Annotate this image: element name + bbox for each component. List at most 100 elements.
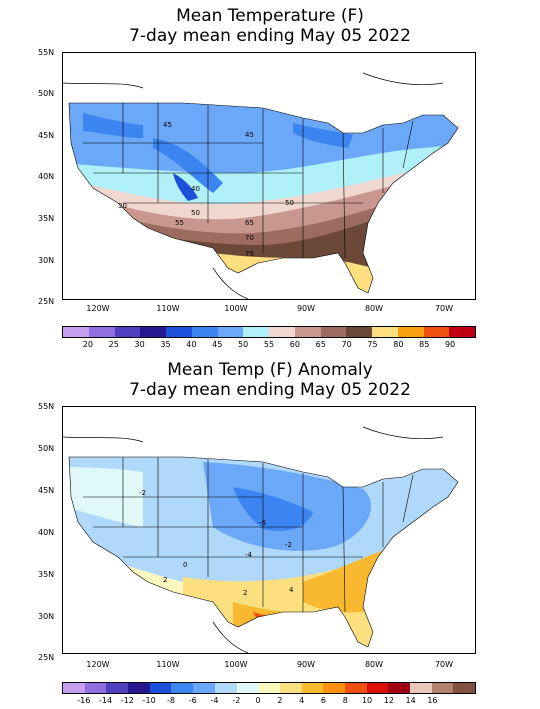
map1-colorbar [62, 326, 476, 338]
map1-temperature-field: 45 45 40 50 50 55 60 65 70 75 30 [63, 72, 475, 299]
map1-contour-label: 30 [118, 202, 127, 210]
map1-contour-label: 50 [191, 209, 200, 217]
map1-contour-label: 50 [285, 199, 294, 207]
map1-lat-label: 40N [38, 172, 55, 181]
map2-contour-label: 4 [289, 586, 294, 594]
map1-lat-label: 35N [38, 214, 55, 223]
colorbar-label: 35 [160, 340, 171, 349]
map2-lat-label: 40N [38, 528, 55, 537]
map1-title-line1: Mean Temperature (F) [176, 6, 364, 26]
map2-lat-label: 35N [38, 570, 55, 579]
map2-plot-area: -2 -6 -4 -2 2 4 0 2 [62, 406, 476, 654]
colorbar-swatch [191, 327, 218, 337]
colorbar-swatch [63, 683, 85, 693]
colorbar-swatch [366, 683, 389, 693]
colorbar-label: 20 [82, 340, 93, 349]
map2-anomaly-field: -2 -6 -4 -2 2 4 0 2 [63, 426, 459, 653]
map2-lat-label: 25N [38, 653, 55, 662]
colorbar-label: 65 [315, 340, 326, 349]
colorbar-swatch [149, 683, 172, 693]
map2-contour-label: 2 [163, 576, 167, 584]
colorbar-swatch [320, 327, 347, 337]
colorbar-label: 16 [427, 696, 438, 705]
colorbar-label: 85 [419, 340, 430, 349]
map1-lon-label: 90W [296, 304, 316, 313]
colorbar-swatch [269, 327, 295, 337]
colorbar-swatch [294, 327, 321, 337]
map1-lat-label: 25N [38, 297, 55, 306]
map1-contour-label: 45 [163, 121, 172, 129]
map2-title-line2: 7-day mean ending May 05 2022 [129, 380, 411, 400]
map2-lon-label: 100W [224, 660, 248, 669]
colorbar-swatch [344, 683, 367, 693]
colorbar-swatch [243, 327, 269, 337]
colorbar-label: 30 [134, 340, 145, 349]
colorbar-swatch [372, 327, 398, 337]
colorbar-label: 0 [255, 696, 261, 705]
map1-contour-label: 70 [245, 234, 254, 242]
map2-lon-label: 80W [364, 660, 384, 669]
colorbar-swatch [453, 683, 476, 693]
map2-colorbar [62, 682, 476, 694]
colorbar-swatch [217, 327, 244, 337]
map2-lat-label: 45N [38, 486, 55, 495]
map2-lon-label: 110W [156, 660, 180, 669]
colorbar-swatch [84, 683, 107, 693]
colorbar-swatch [140, 327, 166, 337]
colorbar-swatch [449, 327, 475, 337]
map1-lat-label: 50N [38, 89, 55, 98]
colorbar-swatch [214, 683, 237, 693]
map2-lat-label: 55N [38, 402, 55, 411]
map2-contour-label: -6 [259, 519, 267, 527]
colorbar-label: 6 [320, 696, 327, 705]
map2-contour-label: 2 [243, 589, 247, 597]
colorbar-label: -4 [210, 696, 219, 705]
colorbar-swatch [236, 683, 259, 693]
colorbar-swatch [397, 327, 424, 337]
map2-lat-label: 30N [38, 612, 55, 621]
map1-lon-label: 80W [364, 304, 384, 313]
colorbar-swatch [171, 683, 194, 693]
map1-contour-label: 75 [245, 250, 254, 258]
map1-lon-label: 100W [224, 304, 248, 313]
colorbar-label: -12 [120, 696, 134, 705]
map1-colorbar-labels: 20 25 30 35 40 45 50 55 60 65 70 75 80 85 90 [62, 340, 476, 352]
colorbar-label: 2 [277, 696, 283, 705]
colorbar-swatch [106, 683, 129, 693]
colorbar-label: 70 [341, 340, 352, 349]
map1-lat-label: 55N [38, 48, 55, 57]
colorbar-swatch [63, 327, 89, 337]
map1-title-line2: 7-day mean ending May 05 2022 [129, 26, 411, 46]
colorbar-swatch [323, 683, 345, 693]
map1-lat-label: 30N [38, 256, 55, 265]
map1-contour-label: 40 [191, 185, 200, 193]
colorbar-label: 10 [361, 696, 373, 705]
map1-lon-label: 120W [86, 304, 110, 313]
map2-contour-label: -4 [245, 551, 253, 559]
colorbar-swatch [431, 683, 454, 693]
colorbar-swatch [258, 683, 280, 693]
colorbar-label: 45 [212, 340, 223, 349]
colorbar-swatch [410, 683, 432, 693]
colorbar-swatch [114, 327, 141, 337]
colorbar-swatch [88, 327, 115, 337]
map2-state-borders [68, 456, 459, 648]
colorbar-swatch [388, 683, 410, 693]
map2-lon-label: 90W [296, 660, 316, 669]
colorbar-swatch [346, 327, 372, 337]
colorbar-label: -6 [188, 696, 197, 705]
map1-contour-label: 65 [245, 219, 254, 227]
colorbar-label: -14 [99, 696, 113, 705]
map2-contour-label: -2 [139, 489, 146, 497]
map2-lon-label: 120W [86, 660, 110, 669]
map1-plot-area: 45 45 40 50 50 55 60 65 70 75 30 [62, 52, 476, 300]
colorbar-swatch [193, 683, 215, 693]
colorbar-label: -10 [142, 696, 156, 705]
map1-lon-label: 110W [156, 304, 180, 313]
colorbar-swatch [279, 683, 302, 693]
colorbar-label: 8 [342, 696, 348, 705]
colorbar-label: -16 [77, 696, 91, 705]
map1-state-borders [68, 102, 459, 294]
colorbar-label: 55 [263, 340, 275, 349]
colorbar-label: 25 [108, 340, 119, 349]
